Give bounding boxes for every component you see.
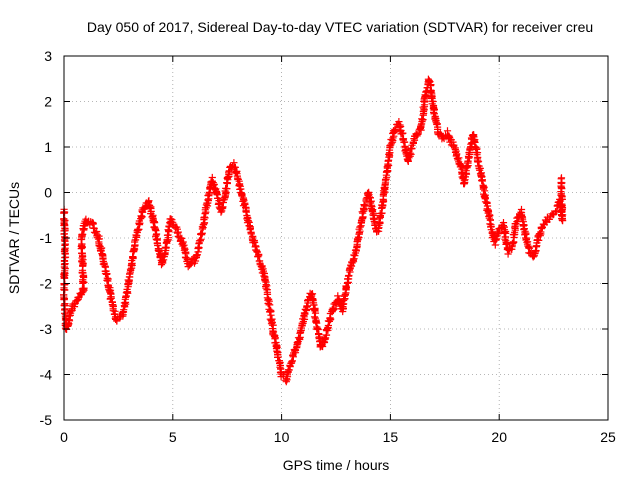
data-point [398, 129, 406, 137]
data-point [356, 223, 364, 231]
data-point [486, 220, 494, 228]
data-point [296, 327, 305, 335]
data-point [313, 324, 322, 332]
data-point [153, 240, 161, 248]
x-tick-label: 20 [491, 429, 507, 445]
data-point [274, 353, 282, 361]
y-tick-label: -2 [40, 276, 53, 292]
data-point [103, 276, 111, 284]
data-point [557, 202, 565, 210]
data-point [396, 123, 404, 131]
data-point [479, 184, 487, 192]
data-point [174, 229, 182, 237]
data-point [103, 270, 111, 278]
data-point [97, 247, 105, 255]
y-tick-label: 1 [44, 139, 52, 155]
data-point [61, 208, 69, 216]
y-axis-label: SDTVAR / TECUs [6, 182, 22, 294]
data-point [427, 88, 435, 96]
data-point [188, 256, 196, 264]
data-point [557, 175, 565, 183]
y-tick-label: -5 [40, 412, 53, 428]
data-point [286, 363, 294, 371]
data-point [123, 285, 131, 293]
data-point [80, 284, 88, 292]
data-point [269, 321, 277, 329]
data-point [113, 317, 121, 325]
x-tick-label: 25 [600, 429, 616, 445]
data-point [529, 253, 537, 261]
data-point [525, 244, 533, 252]
data-point [158, 257, 167, 265]
data-point [245, 222, 253, 230]
data-point [532, 246, 540, 255]
data-point [492, 236, 500, 244]
x-tick-label: 15 [383, 429, 399, 445]
data-point [520, 225, 528, 233]
data-point [342, 283, 350, 291]
data-point [392, 126, 400, 134]
data-point [193, 251, 201, 259]
data-point [303, 303, 311, 311]
data-point [345, 272, 353, 280]
data-point [376, 213, 384, 221]
data-point [61, 227, 69, 235]
data-point [186, 260, 194, 268]
x-tick-label: 5 [169, 429, 177, 445]
grid-lines [64, 56, 608, 420]
y-tick-label: -3 [40, 321, 53, 337]
x-tick-label: 10 [274, 429, 290, 445]
data-point [508, 243, 516, 251]
data-point [365, 188, 373, 196]
data-point [241, 200, 249, 209]
data-point [61, 286, 69, 294]
data-point [147, 207, 155, 215]
data-point [273, 347, 281, 355]
data-point [430, 110, 438, 118]
x-axis-label: GPS time / hours [283, 457, 390, 473]
y-tick-label: 0 [44, 185, 52, 201]
data-point [322, 334, 330, 342]
data-point [414, 129, 422, 137]
data-point [263, 290, 271, 298]
chart-title: Day 050 of 2017, Sidereal Day-to-day VTE… [87, 19, 593, 35]
data-point [421, 93, 429, 101]
data-point [120, 306, 128, 314]
data-point [107, 294, 115, 302]
data-point [99, 254, 107, 262]
data-point [395, 118, 403, 126]
x-tick-label: 0 [60, 429, 68, 445]
y-tick-label: -4 [40, 367, 53, 383]
data-point [519, 216, 527, 224]
data-point [478, 177, 486, 185]
data-point [504, 250, 512, 258]
data-point [285, 366, 293, 374]
data-points [60, 75, 567, 386]
data-point [269, 328, 278, 336]
data-point [532, 242, 540, 250]
data-point [247, 229, 255, 237]
data-point [196, 237, 204, 245]
y-tick-label: -1 [40, 230, 53, 246]
data-point [108, 298, 116, 306]
y-tick-label: 2 [44, 94, 52, 110]
data-point [104, 275, 112, 283]
data-point [78, 230, 86, 238]
axis-ticks: 0 5 10 15 20 25 -5 -4 -3 -2 -1 0 1 2 3 [40, 48, 616, 445]
data-point [220, 196, 228, 204]
data-point [453, 150, 461, 158]
data-point [200, 213, 208, 221]
y-tick-label: 3 [44, 48, 52, 64]
data-point [391, 127, 399, 135]
data-point [334, 292, 342, 300]
